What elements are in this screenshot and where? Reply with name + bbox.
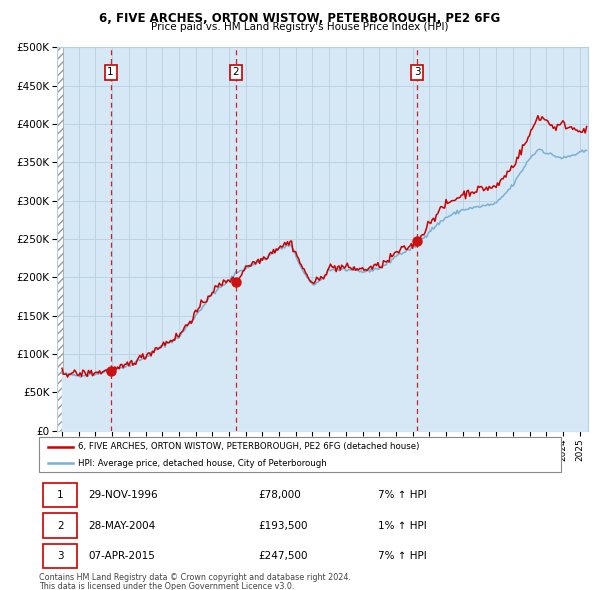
Text: 7% ↑ HPI: 7% ↑ HPI [379, 490, 427, 500]
Text: Contains HM Land Registry data © Crown copyright and database right 2024.: Contains HM Land Registry data © Crown c… [39, 573, 351, 582]
Bar [57, 47, 63, 431]
Text: 1: 1 [107, 67, 114, 77]
Text: 29-NOV-1996: 29-NOV-1996 [89, 490, 158, 500]
Text: 2: 2 [233, 67, 239, 77]
Text: HPI: Average price, detached house, City of Peterborough: HPI: Average price, detached house, City… [78, 458, 327, 468]
FancyBboxPatch shape [43, 513, 77, 537]
Text: £193,500: £193,500 [258, 520, 308, 530]
Text: £247,500: £247,500 [258, 551, 308, 561]
Text: 6, FIVE ARCHES, ORTON WISTOW, PETERBOROUGH, PE2 6FG (detached house): 6, FIVE ARCHES, ORTON WISTOW, PETERBOROU… [78, 442, 419, 451]
Text: Price paid vs. HM Land Registry's House Price Index (HPI): Price paid vs. HM Land Registry's House … [151, 22, 449, 32]
Text: £78,000: £78,000 [258, 490, 301, 500]
FancyBboxPatch shape [39, 437, 561, 472]
Text: 7% ↑ HPI: 7% ↑ HPI [379, 551, 427, 561]
Text: 28-MAY-2004: 28-MAY-2004 [89, 520, 156, 530]
Text: 6, FIVE ARCHES, ORTON WISTOW, PETERBOROUGH, PE2 6FG: 6, FIVE ARCHES, ORTON WISTOW, PETERBOROU… [100, 12, 500, 25]
Text: 1: 1 [57, 490, 64, 500]
Text: 3: 3 [57, 551, 64, 561]
Text: 07-APR-2015: 07-APR-2015 [89, 551, 155, 561]
Text: 2: 2 [57, 520, 64, 530]
Text: This data is licensed under the Open Government Licence v3.0.: This data is licensed under the Open Gov… [39, 582, 295, 590]
Text: 3: 3 [414, 67, 421, 77]
FancyBboxPatch shape [43, 544, 77, 568]
Text: 1% ↑ HPI: 1% ↑ HPI [379, 520, 427, 530]
FancyBboxPatch shape [43, 483, 77, 507]
